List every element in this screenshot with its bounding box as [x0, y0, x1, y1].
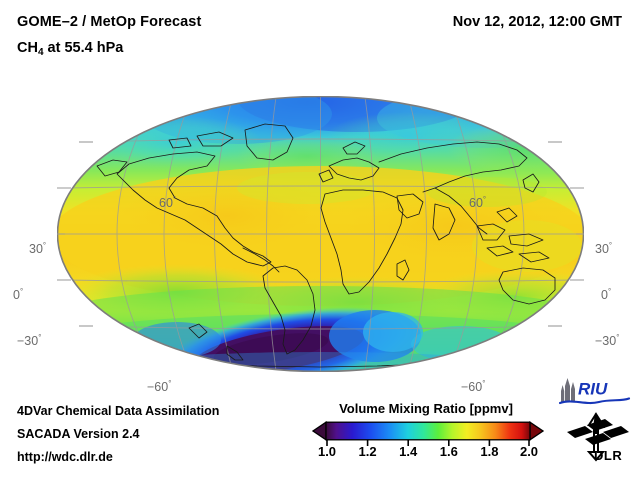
- colorbar-tick-label: 1.8: [480, 444, 499, 459]
- graticule: [57, 96, 584, 372]
- riu-spires-icon: [561, 378, 575, 402]
- colorbar-gradient-bar: [325, 421, 531, 441]
- riu-logo: RIU: [559, 376, 631, 406]
- world-map: 60° 30° 0° −30° −60° 60° 30° 0° −30° −60…: [13, 96, 619, 394]
- colorbar-tick-label: 2.0: [519, 444, 539, 459]
- species-prefix: CH: [17, 40, 38, 56]
- riu-wordmark: RIU: [578, 380, 608, 399]
- colorbar-svg: [312, 421, 544, 441]
- lat-label-0-right: 0°: [601, 287, 612, 302]
- footer-version-line: SACADA Version 2.4: [17, 427, 140, 441]
- colorbar: [312, 421, 544, 446]
- lat-label-30n-right: 30°: [595, 241, 613, 256]
- degree-symbol: °: [38, 333, 42, 342]
- riu-wave-icon: [559, 397, 631, 405]
- degree-symbol: °: [19, 287, 24, 296]
- lat-label-30s-left: −30°: [17, 333, 42, 348]
- lat-label-60n-left: 60°: [159, 195, 177, 210]
- colorbar-ticks: [326, 440, 530, 446]
- forecast-datetime: Nov 12, 2012, 12:00 GMT: [452, 14, 622, 30]
- colorbar-min-arrow: [312, 421, 327, 441]
- lat-label-60n-right: 60°: [469, 195, 487, 210]
- degree-symbol: °: [616, 333, 620, 342]
- dlr-wordmark: DLR: [594, 448, 622, 462]
- degree-symbol: °: [608, 241, 613, 250]
- degree-symbol: °: [172, 195, 177, 204]
- lat-label-60s-left: −60°: [147, 379, 172, 394]
- dlr-logo: DLR: [565, 412, 631, 462]
- map-data-layer: [57, 96, 584, 372]
- species-suffix: at 55.4 hPa: [43, 40, 124, 56]
- colorbar-tick-label: 1.2: [358, 444, 377, 459]
- mollweide-globe: [57, 96, 584, 372]
- footer-url-line: http://wdc.dlr.de: [17, 450, 113, 464]
- lat-label-0-left: 0°: [13, 287, 24, 302]
- species-level-label: CH4 at 55.4 hPa: [17, 40, 123, 58]
- colorbar-title: Volume Mixing Ratio [ppmv]: [339, 401, 513, 416]
- page-title: GOME–2 / MetOp Forecast: [17, 14, 202, 30]
- degree-symbol: °: [482, 379, 486, 388]
- degree-symbol: °: [607, 287, 612, 296]
- dlr-pinwheel-icon: [567, 412, 629, 462]
- degree-symbol: °: [168, 379, 172, 388]
- colorbar-max-arrow: [529, 421, 544, 441]
- degree-symbol: °: [42, 241, 47, 250]
- colorbar-tick-labels: 1.0 1.2 1.4 1.6 1.8 2.0: [305, 444, 551, 462]
- lat-label-30s-right: −30°: [595, 333, 620, 348]
- lat-label-30n-left: 30°: [29, 241, 47, 256]
- riu-logo-svg: RIU: [559, 378, 631, 405]
- footer-method-line: 4DVar Chemical Data Assimilation: [17, 404, 220, 418]
- colorbar-tick-label: 1.6: [439, 444, 458, 459]
- lat-label-60s-right: −60°: [461, 379, 486, 394]
- species-subscript: 4: [37, 47, 44, 58]
- lat-ticks: [57, 141, 584, 327]
- dlr-logo-svg: DLR: [567, 412, 629, 462]
- map-svg: [57, 96, 584, 372]
- colorbar-tick-label: 1.4: [399, 444, 418, 459]
- degree-symbol: °: [482, 195, 487, 204]
- colorbar-tick-label: 1.0: [317, 444, 337, 459]
